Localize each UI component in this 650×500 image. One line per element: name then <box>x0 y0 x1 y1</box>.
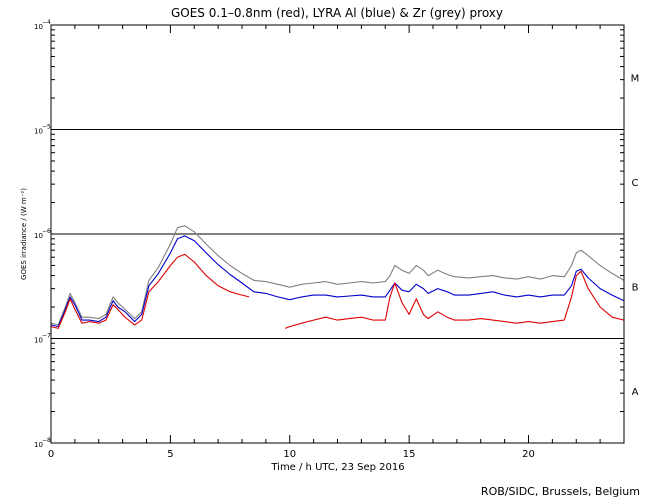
x-axis-label: Time / h UTC, 23 Sep 2016 <box>270 462 404 473</box>
chart-title: GOES 0.1–0.8nm (red), LYRA Al (blue) & Z… <box>171 6 503 20</box>
flare-class-label: A <box>632 387 639 398</box>
y-tick-base: 10 <box>34 23 43 31</box>
x-tick-label: 0 <box>48 449 54 460</box>
y-tick-base: 10 <box>34 441 43 449</box>
y-tick-label: 10−8 <box>34 437 51 449</box>
x-tick-label: 10 <box>283 449 296 460</box>
x-tick-label: 15 <box>403 449 416 460</box>
flare-class-labels: A B C M <box>631 73 640 398</box>
series-line-3 <box>50 253 625 329</box>
y-tick-base: 10 <box>34 232 43 240</box>
series-line-2 <box>50 235 625 328</box>
y-tick-exponent: −8 <box>42 437 51 444</box>
y-tick-exponent: −4 <box>42 19 51 26</box>
y-tick-exponent: −7 <box>42 333 51 340</box>
series-line-1 <box>50 225 625 326</box>
y-tick-label: 10−7 <box>34 333 51 345</box>
y-tick-exponent: −6 <box>42 228 51 235</box>
x-tick-label: 20 <box>522 449 535 460</box>
y-tick-base: 10 <box>34 337 43 345</box>
flare-class-label: M <box>631 73 640 84</box>
x-tick-label: 5 <box>167 449 173 460</box>
flare-class-label: B <box>632 282 639 293</box>
y-axis-label: GOES irradiance / (W m⁻²) <box>20 188 28 280</box>
series-layer <box>50 225 625 329</box>
x-axis-ticks: 0 5 10 15 20 <box>48 25 625 460</box>
y-tick-label: 10−6 <box>34 228 51 240</box>
credit-text: ROB/SIDC, Brussels, Belgium <box>481 485 640 498</box>
y-tick-base: 10 <box>34 128 43 136</box>
y-axis-ticks: 10−810−710−610−510−4 <box>34 19 624 449</box>
flare-class-lines <box>51 129 624 339</box>
flare-class-label: C <box>632 178 639 189</box>
y-tick-label: 10−5 <box>34 124 51 136</box>
y-tick-label: 10−4 <box>34 19 51 31</box>
y-tick-exponent: −5 <box>42 124 51 131</box>
